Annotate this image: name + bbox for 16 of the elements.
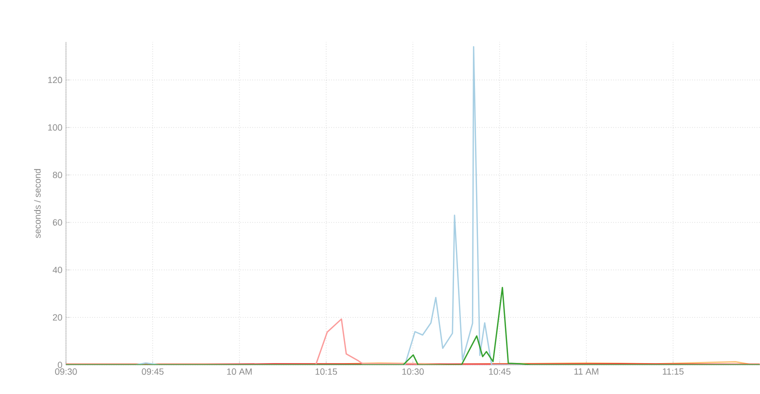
x-tick-label: 10:15 xyxy=(316,368,338,375)
y-tick-label: 0 xyxy=(58,362,62,368)
y-tick-label: 100 xyxy=(48,124,62,131)
x-tick-label: 09:30 xyxy=(55,368,77,375)
x-tick-label: 09:45 xyxy=(142,368,164,375)
y-tick-label: 120 xyxy=(48,76,62,84)
x-tick-label: 10:45 xyxy=(489,368,510,375)
y-axis-title: seconds / second xyxy=(34,169,41,238)
y-tick-label: 60 xyxy=(52,219,62,226)
y-tick-label: 20 xyxy=(52,314,62,321)
x-tick-label: 10:30 xyxy=(402,368,424,375)
y-tick-label: 80 xyxy=(52,172,62,178)
y-tick-label: 40 xyxy=(52,266,62,274)
x-tick-label: 11:15 xyxy=(662,368,684,375)
x-tick-label: 11 AM xyxy=(574,368,598,375)
x-tick-label: 10 AM xyxy=(227,368,252,375)
